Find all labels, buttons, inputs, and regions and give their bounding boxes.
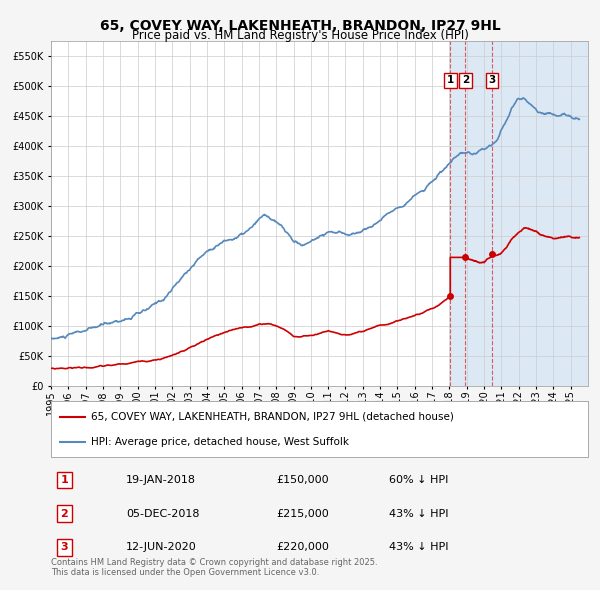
Text: HPI: Average price, detached house, West Suffolk: HPI: Average price, detached house, West…: [91, 437, 349, 447]
Text: 65, COVEY WAY, LAKENHEATH, BRANDON, IP27 9HL (detached house): 65, COVEY WAY, LAKENHEATH, BRANDON, IP27…: [91, 412, 454, 422]
Text: £150,000: £150,000: [277, 475, 329, 485]
Bar: [450, 41, 588, 386]
Text: 2: 2: [61, 509, 68, 519]
Text: 1: 1: [61, 475, 68, 485]
Text: 1: 1: [446, 76, 454, 86]
Text: 3: 3: [488, 76, 496, 86]
Text: Contains HM Land Registry data © Crown copyright and database right 2025.
This d: Contains HM Land Registry data © Crown c…: [51, 558, 377, 577]
Text: 43% ↓ HPI: 43% ↓ HPI: [389, 509, 449, 519]
Text: Price paid vs. HM Land Registry's House Price Index (HPI): Price paid vs. HM Land Registry's House …: [131, 30, 469, 42]
Text: 19-JAN-2018: 19-JAN-2018: [126, 475, 196, 485]
Text: 12-JUN-2020: 12-JUN-2020: [126, 542, 197, 552]
Text: 2: 2: [462, 76, 469, 86]
Text: 60% ↓ HPI: 60% ↓ HPI: [389, 475, 449, 485]
Text: £220,000: £220,000: [277, 542, 329, 552]
Text: 05-DEC-2018: 05-DEC-2018: [126, 509, 200, 519]
Text: £215,000: £215,000: [277, 509, 329, 519]
Text: 43% ↓ HPI: 43% ↓ HPI: [389, 542, 449, 552]
Text: 65, COVEY WAY, LAKENHEATH, BRANDON, IP27 9HL: 65, COVEY WAY, LAKENHEATH, BRANDON, IP27…: [100, 19, 500, 33]
Text: 3: 3: [61, 542, 68, 552]
